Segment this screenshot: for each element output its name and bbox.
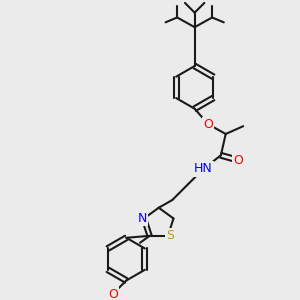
Text: S: S	[166, 229, 174, 242]
Text: O: O	[233, 154, 243, 167]
Text: O: O	[203, 118, 213, 131]
Text: HN: HN	[194, 162, 213, 176]
Text: O: O	[108, 288, 118, 300]
Text: N: N	[137, 212, 147, 225]
